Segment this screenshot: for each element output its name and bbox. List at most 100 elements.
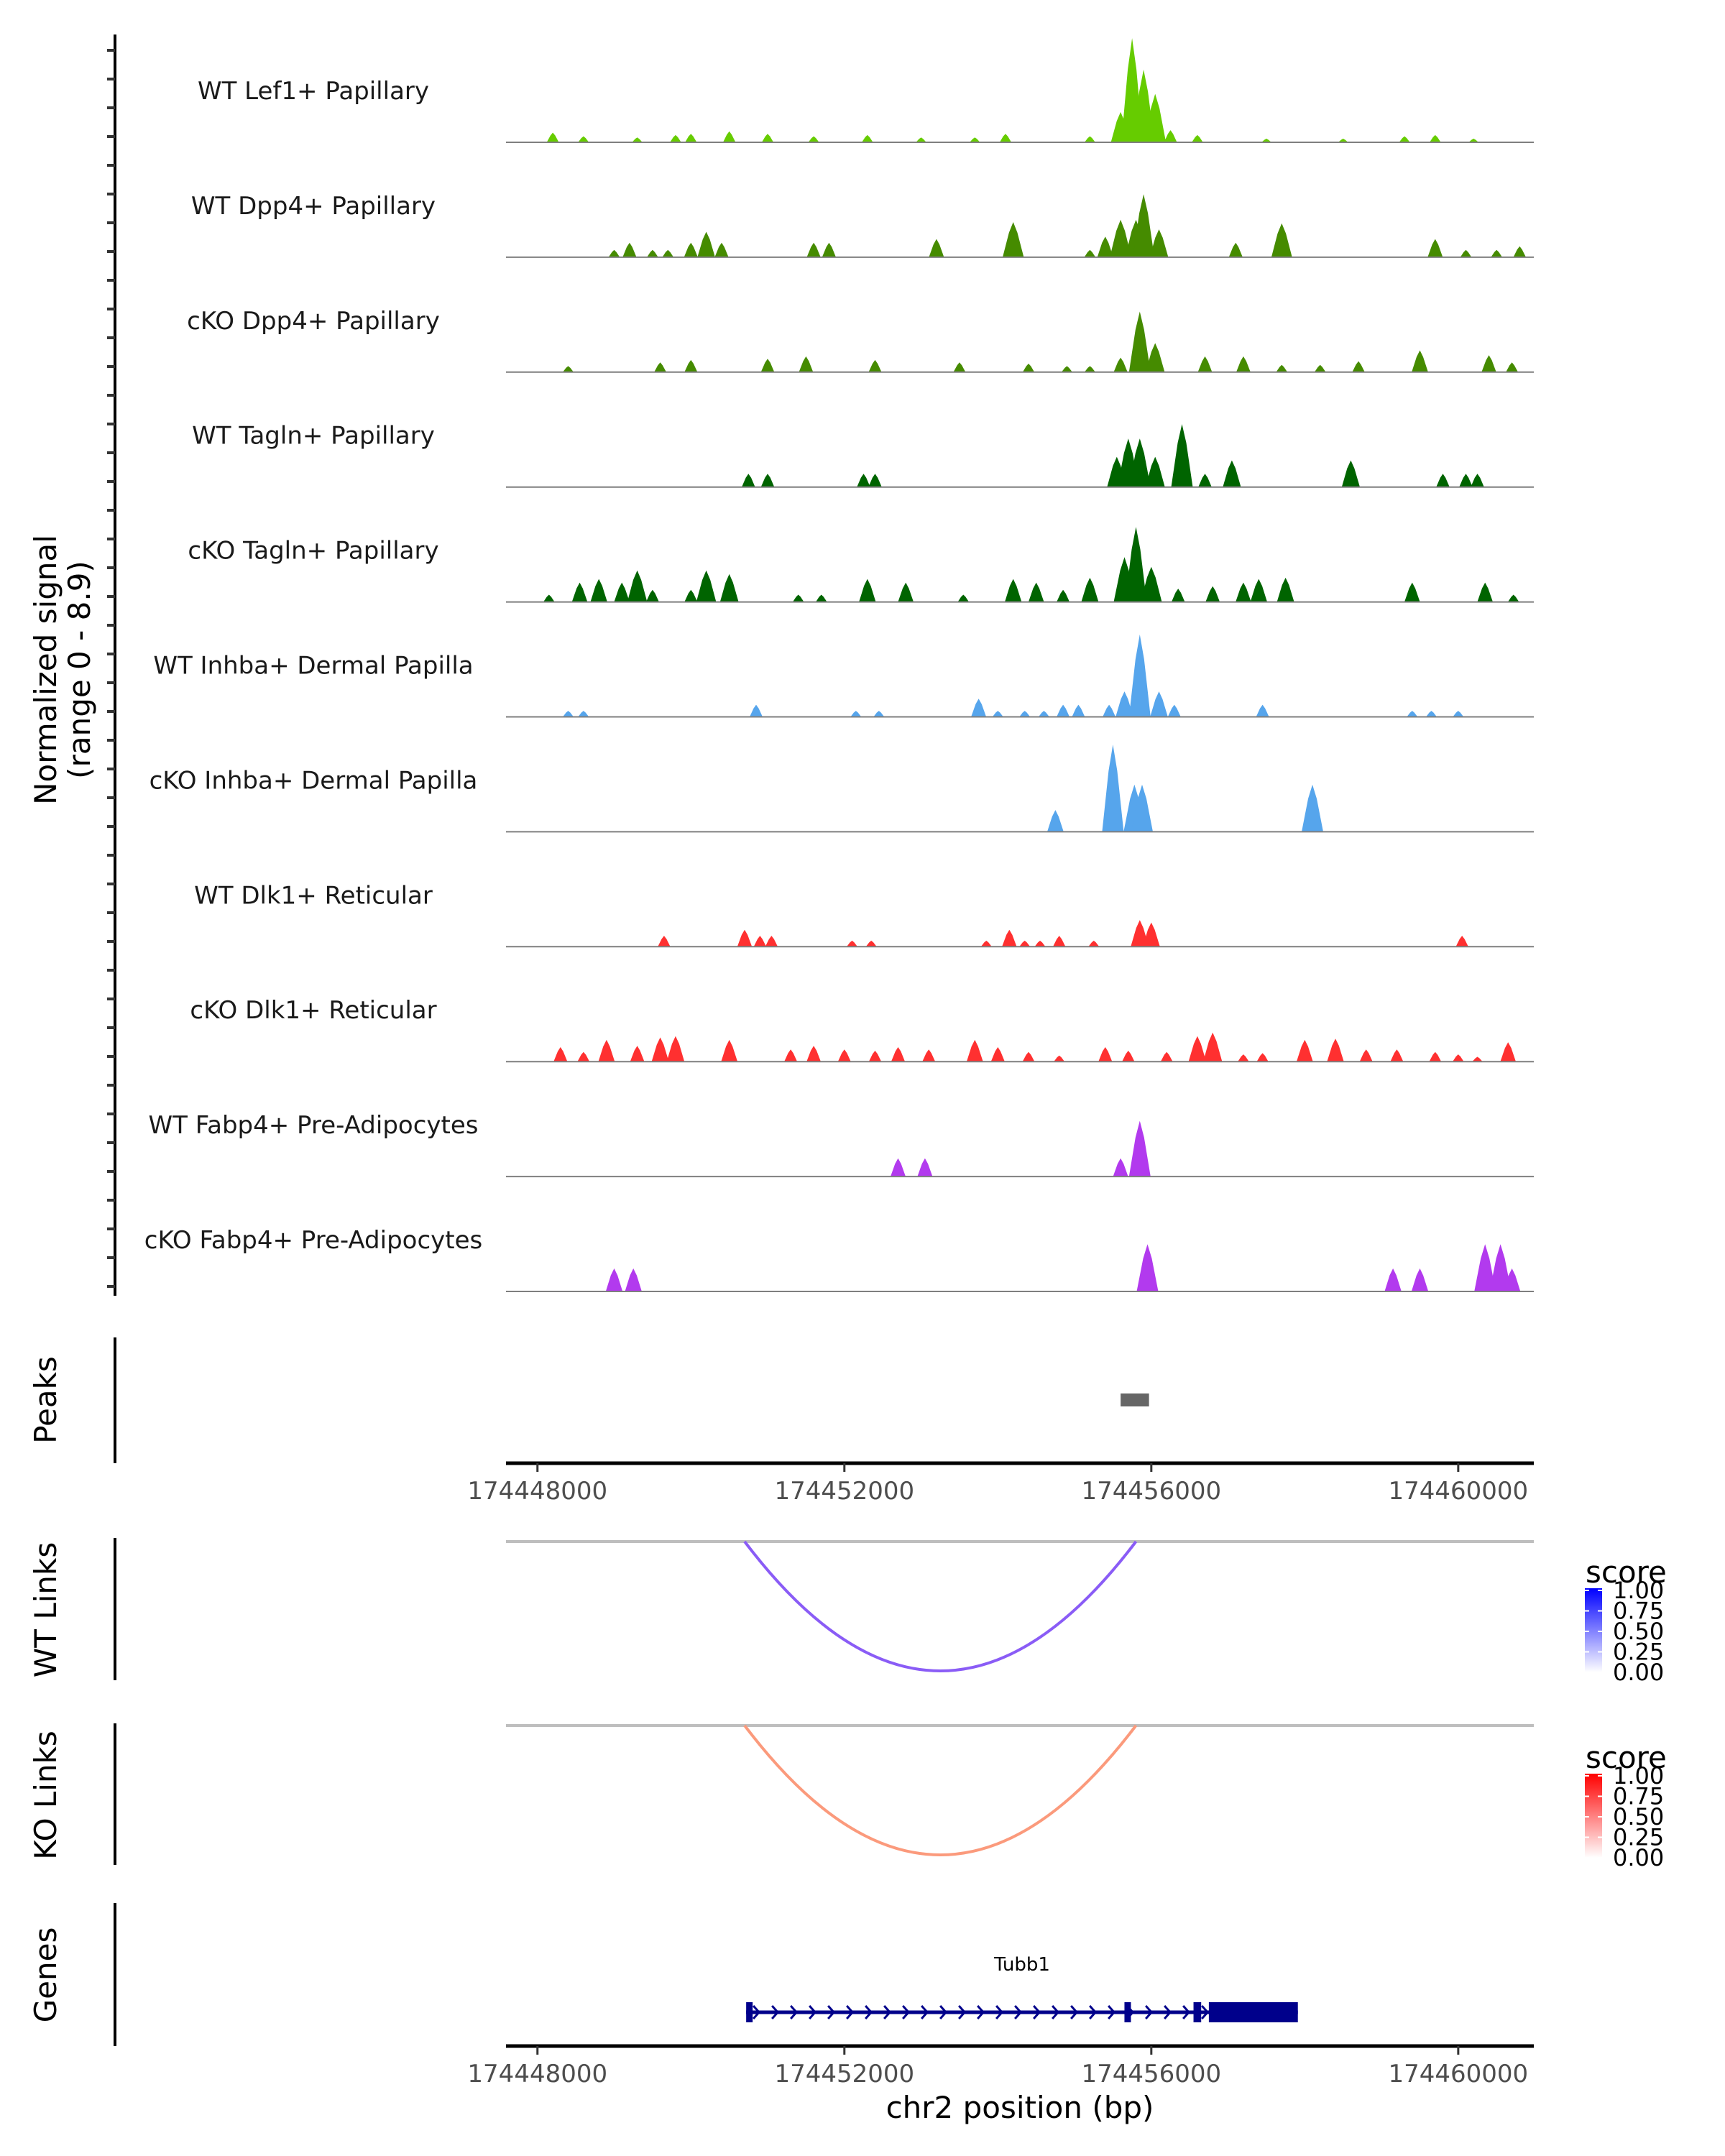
coverage-peak: [1198, 474, 1212, 487]
ko-links-legend: score 1.000.750.500.250.00: [1585, 1740, 1667, 1871]
legend-tick-label: 0.50: [1613, 1803, 1664, 1830]
coverage-track: WT Inhba+ Dermal Papilla: [153, 634, 1534, 718]
coverage-peak: [1338, 138, 1348, 142]
coverage-peak: [1341, 460, 1360, 487]
x-tick-label: 174452000: [774, 2060, 914, 2088]
coverage-peak: [721, 1039, 738, 1062]
coverage-peak: [1327, 1038, 1344, 1062]
legend-tick-label: 0.00: [1613, 1659, 1664, 1686]
strand-arrow-icon: [1033, 2005, 1041, 2019]
coverage-peak: [1228, 242, 1243, 257]
coverage-peak: [1399, 136, 1410, 142]
coverage-peak: [1302, 784, 1323, 832]
coverage-peak: [1453, 1054, 1464, 1062]
coverage-peak: [957, 594, 970, 602]
coverage-peak: [1034, 940, 1046, 947]
coverage-peak: [966, 1039, 983, 1062]
coverage-peak: [1384, 1268, 1402, 1291]
links-panels: WT Links KO Links score 1.000.750.500.25…: [28, 1538, 1667, 1871]
strand-arrow-icon: [958, 2005, 967, 2019]
coverage-peak: [723, 131, 736, 142]
coverage-peak: [578, 136, 589, 142]
coverage-peak: [1142, 922, 1160, 947]
coverage-peak: [598, 1039, 615, 1062]
coverage-track-label: WT Dlk1+ Reticular: [194, 881, 433, 910]
coverage-peak: [1057, 704, 1070, 717]
coverage-peak: [808, 136, 819, 142]
coverage-peak: [1468, 138, 1479, 142]
legend-tick-label: 0.25: [1613, 1639, 1664, 1666]
legend-tick-label: 0.75: [1613, 1783, 1664, 1810]
coverage-peak: [654, 362, 666, 372]
coverage-track-label: WT Tagln+ Papillary: [192, 422, 435, 451]
x-tick-label: 174448000: [467, 1477, 607, 1506]
coverage-peak: [1103, 704, 1116, 717]
coverage-peak: [816, 594, 827, 602]
strand-arrow-icon: [865, 2005, 873, 2019]
strand-arrow-icon: [1052, 2005, 1060, 2019]
coverage-peak: [1131, 784, 1153, 832]
strand-arrow-icon: [1108, 2005, 1116, 2019]
coverage-y-ticks: [107, 49, 115, 1288]
coverage-peak: [1192, 134, 1203, 142]
coverage-peak: [868, 1051, 882, 1062]
coverage-track: WT Lef1+ Papillary: [198, 38, 1534, 143]
coverage-peak: [1146, 343, 1165, 372]
wt-links-panel-label: WT Links: [28, 1542, 63, 1677]
coverage-peak: [543, 594, 555, 602]
coverage-peak: [1047, 810, 1064, 832]
legend-tick-label: 0.25: [1613, 1824, 1664, 1851]
ko-legend-ticks: 1.000.750.500.250.00: [1585, 1762, 1664, 1871]
coverage-tracks: WT Lef1+ Papillary WT Dpp4+ Papillary cKO …: [144, 38, 1534, 1292]
strand-arrow-icon: [1145, 2005, 1154, 2019]
coverage-peak: [696, 570, 717, 602]
coverage-peak: [737, 929, 753, 947]
strand-arrow-icon: [995, 2005, 1004, 2019]
coverage-peak: [1116, 691, 1133, 717]
strand-arrow-icon: [753, 2005, 761, 2019]
coverage-track: WT Dlk1+ Reticular: [194, 881, 1534, 948]
x-tick-label: 174448000: [467, 2060, 607, 2088]
gene-model: Tubb1: [746, 1954, 1298, 2022]
gene-name-label: Tubb1: [993, 1954, 1050, 1976]
coverage-peak: [1098, 1047, 1113, 1062]
strand-arrow-icon: [1201, 2005, 1210, 2019]
strand-arrow-icon: [977, 2005, 985, 2019]
coverage-peak: [684, 589, 698, 602]
coverage-peak: [1061, 366, 1072, 372]
coverage-peak: [1407, 711, 1418, 717]
coverage-peak: [760, 474, 775, 487]
coverage-peak: [1054, 1055, 1065, 1062]
coverage-peak: [891, 1158, 906, 1177]
coverage-peak: [662, 249, 674, 257]
coverage-peak: [850, 711, 862, 717]
strand-arrow-icon: [883, 2005, 892, 2019]
coverage-peak: [1236, 356, 1251, 372]
coverage-peak: [645, 589, 659, 602]
coverage-peak: [1072, 704, 1085, 717]
coverage-peak: [1133, 194, 1155, 257]
coverage-track-label: WT Inhba+ Dermal Papilla: [153, 652, 473, 681]
coverage-peak: [1097, 236, 1113, 257]
coverage-peak: [1352, 361, 1365, 372]
coverage-peak: [577, 1051, 590, 1062]
coverage-peak: [1022, 364, 1035, 372]
coverage-peak: [1359, 1049, 1373, 1062]
coverage-peak: [1128, 634, 1151, 717]
coverage-peak: [868, 359, 882, 372]
strand-arrow-icon: [1014, 2005, 1023, 2019]
coverage-peak: [1084, 366, 1095, 372]
coverage-peak: [1164, 130, 1177, 142]
coverage-peak: [714, 242, 729, 257]
coverage-track-label: cKO Inhba+ Dermal Papilla: [150, 766, 478, 795]
coverage-peak: [1136, 1244, 1159, 1291]
coverage-peak: [822, 242, 836, 257]
coverage-peak: [799, 356, 814, 372]
coverage-peak: [1084, 249, 1096, 257]
strand-arrow-icon: [939, 2005, 948, 2019]
coverage-track-label: cKO Dpp4+ Papillary: [187, 307, 440, 336]
coverage-peak: [806, 1046, 821, 1062]
coverage-peak: [1472, 1056, 1483, 1062]
coverage-peak: [857, 474, 870, 487]
coverage-peak: [651, 1037, 669, 1062]
